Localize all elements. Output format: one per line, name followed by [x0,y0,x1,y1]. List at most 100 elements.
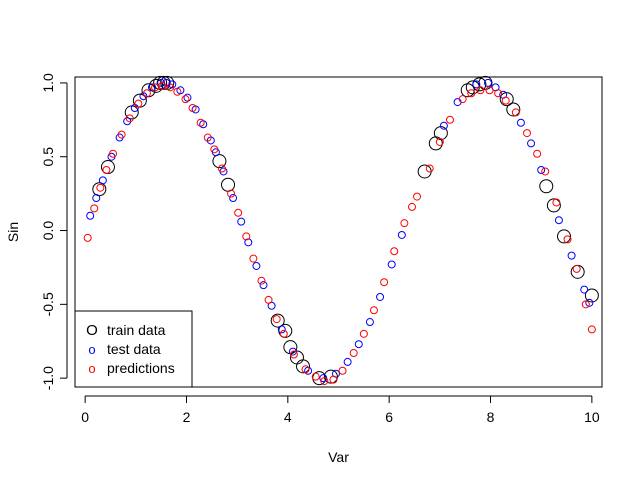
data-point [585,298,594,307]
data-point [407,202,416,211]
data-point [96,183,105,192]
data-point [483,78,492,87]
y-axis: -1.0 -0.5 0.0 0.5 1.0 [40,73,68,390]
data-point [580,285,589,294]
data-point [259,281,268,290]
data-point [212,154,227,169]
data-point [83,233,92,242]
data-point [125,114,134,123]
data-point [249,254,258,263]
data-point [501,96,510,105]
data-point [380,278,389,287]
data-point [567,251,576,260]
y-tick-label: 0.5 [40,147,56,167]
data-point [584,288,599,303]
data-point [343,357,352,366]
data-point [400,219,409,228]
legend-label: train data [107,322,166,338]
data-point [229,194,238,203]
data-point [556,229,571,244]
x-axis: 0 2 4 6 8 10 [81,395,600,425]
data-point [329,375,338,384]
data-point [533,149,542,158]
data-point [467,89,476,98]
x-tick-label: 8 [487,409,495,425]
data-point [311,372,320,381]
data-point [506,102,521,117]
legend-label: predictions [107,360,175,376]
data-point [349,349,358,358]
data-point [552,198,561,207]
data-point [279,329,288,338]
data-point [109,149,118,158]
data-point [499,92,514,107]
data-point [587,325,596,334]
data-point [181,95,190,104]
data-point [162,78,171,87]
data-point [397,230,406,239]
data-point [272,315,281,324]
data-point [445,115,454,124]
data-point [210,145,219,154]
data-point [257,276,266,285]
data-point [369,306,378,315]
data-points [83,75,599,386]
data-point [153,75,168,90]
data-point [117,130,126,139]
data-point [390,247,399,256]
y-tick-label: 1.0 [40,73,56,93]
data-point [581,300,590,309]
data-point [376,292,385,301]
x-tick-label: 2 [183,409,191,425]
data-point [523,129,532,138]
data-point [572,264,581,273]
data-point [188,104,197,112]
data-point [221,177,236,192]
data-point [289,350,298,359]
legend-box [74,310,193,388]
data-point [320,377,329,386]
x-tick-label: 10 [584,409,600,425]
data-point [563,235,572,244]
data-point [196,118,205,127]
data-point [183,93,192,102]
data-point [173,87,182,96]
data-point [476,86,485,95]
data-point [425,164,434,173]
data-point [365,318,374,327]
data-point [539,179,554,194]
data-point [142,89,151,98]
data-point [494,89,503,98]
x-tick-label: 4 [284,409,292,425]
data-point [234,208,243,217]
data-point [354,340,363,349]
data-point [148,83,157,92]
y-tick-label: -1.0 [40,366,56,390]
y-tick-label: -0.5 [40,292,56,316]
data-point [301,365,310,374]
x-tick-label: 0 [81,409,89,425]
data-point [92,194,101,203]
y-axis-label: Sin [5,222,21,242]
data-point [516,118,525,127]
data-point [417,164,432,179]
data-point [242,232,251,241]
data-point [296,359,311,374]
data-point [527,139,536,148]
plot-frame [74,76,603,388]
data-point [166,83,175,92]
data-point [439,121,448,130]
data-point [102,166,111,174]
data-point [485,86,494,95]
data-point [554,216,563,225]
data-point [458,95,467,104]
data-point [277,325,286,334]
y-tick-label: 0.0 [40,221,56,241]
data-point [90,204,99,213]
legend-symbol: o [88,361,95,376]
data-point [338,366,347,375]
data-point [546,198,561,213]
data-point [134,99,143,108]
